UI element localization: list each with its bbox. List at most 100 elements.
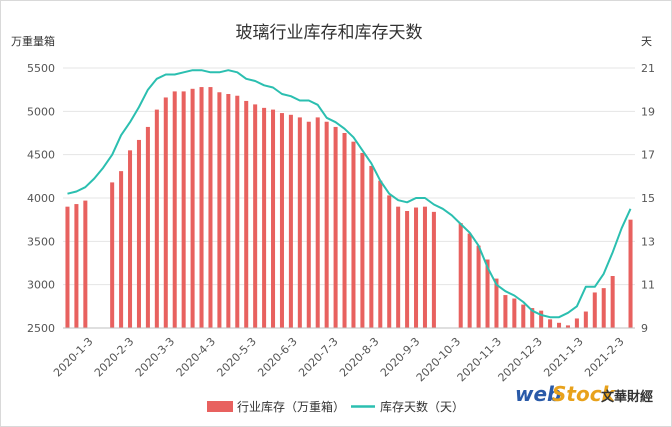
inventory-bar [208, 87, 213, 328]
inventory-bar [119, 171, 124, 328]
left-axis-ticks: 2500 3000 3500 4000 4500 5000 5500 [27, 62, 55, 335]
inventory-bar [128, 150, 133, 328]
inventory-bar [154, 109, 159, 328]
bar-series [65, 87, 633, 329]
x-tick-label: 2020-7-3 [296, 335, 341, 380]
inventory-bar [279, 113, 284, 328]
inventory-bar [110, 182, 115, 328]
x-tick-label: 2020-6-3 [255, 335, 300, 380]
inventory-bar [530, 308, 535, 328]
inventory-bar [217, 92, 222, 329]
inventory-bar [565, 325, 570, 328]
x-tick-label: 2020-3-3 [133, 335, 178, 380]
inventory-bar [297, 117, 302, 329]
inventory-bar [342, 133, 347, 328]
watermark-cn: 文華財經 [601, 389, 653, 405]
x-tick-label: 2020-2-3 [92, 335, 137, 380]
inventory-bar [574, 318, 579, 328]
inventory-bar [396, 206, 401, 328]
x-tick-label: 2021-1-3 [541, 335, 586, 380]
inventory-bar [190, 88, 195, 328]
inventory-bar [503, 295, 508, 328]
inventory-bar [262, 107, 267, 328]
inventory-bar [485, 259, 490, 328]
inventory-bar [163, 97, 168, 328]
legend: 行业库存（万重箱） 库存天数（天） [207, 399, 464, 414]
inventory-bar [592, 292, 597, 328]
right-tick-label: 13 [641, 235, 655, 248]
left-tick-label: 3000 [27, 279, 55, 292]
inventory-bar [539, 310, 544, 328]
inventory-bar [431, 211, 436, 328]
right-tick-label: 15 [641, 192, 655, 205]
inventory-bar [226, 94, 231, 328]
inventory-bar [405, 211, 410, 328]
left-axis-unit: 万重量箱 [11, 34, 55, 48]
inventory-bar [458, 223, 463, 328]
legend-line-label: 库存天数（天） [380, 399, 464, 414]
right-tick-label: 19 [641, 105, 655, 118]
left-tick-label: 5500 [27, 62, 55, 75]
inventory-bar [369, 165, 374, 328]
right-tick-label: 11 [641, 279, 655, 292]
right-axis-ticks: 9 11 13 15 17 19 21 [641, 62, 655, 335]
inventory-bar [583, 311, 588, 328]
x-axis-ticks: 2020-1-32020-2-32020-3-32020-4-32020-5-3… [51, 335, 627, 384]
inventory-bar [494, 278, 499, 328]
right-tick-label: 9 [641, 322, 648, 335]
inventory-bar [306, 121, 311, 328]
inventory-bar [244, 100, 249, 328]
inventory-bar [253, 104, 258, 329]
watermark-logo: web Stock 文華財經 [515, 382, 653, 406]
inventory-bar [199, 87, 204, 328]
inventory-bar [83, 200, 88, 328]
right-axis-unit: 天 [641, 35, 652, 48]
x-tick-label: 2020-1-3 [51, 335, 96, 380]
inventory-bar [476, 245, 481, 328]
inventory-days-line [67, 69, 632, 319]
line-series [67, 69, 632, 319]
inventory-bar [387, 195, 392, 328]
left-tick-label: 5000 [27, 105, 55, 118]
left-tick-label: 3500 [27, 235, 55, 248]
inventory-bar [512, 298, 517, 328]
inventory-bar [288, 114, 293, 328]
inventory-bar [74, 204, 79, 328]
inventory-bar [324, 121, 329, 328]
right-tick-label: 21 [641, 62, 655, 75]
watermark-web: web [515, 382, 561, 406]
x-tick-label: 2020-12-3 [496, 335, 545, 384]
x-tick-label: 2021-2-3 [582, 335, 627, 380]
legend-bar-swatch [207, 401, 233, 412]
inventory-bar [145, 126, 150, 328]
left-tick-label: 4000 [27, 192, 55, 205]
inventory-bar [181, 91, 186, 329]
x-tick-label: 2020-5-3 [214, 335, 259, 380]
watermark-stock: Stock [552, 382, 617, 406]
inventory-bar [521, 304, 526, 328]
x-tick-label: 2020-8-3 [337, 335, 382, 380]
inventory-bar [601, 288, 606, 328]
inventory-bar [548, 319, 553, 328]
inventory-bar [235, 95, 240, 328]
inventory-bar [557, 322, 562, 328]
inventory-bar [628, 219, 633, 328]
inventory-bar [610, 276, 615, 328]
inventory-bar [172, 91, 177, 329]
inventory-bar [422, 206, 427, 328]
inventory-bar [467, 233, 472, 328]
inventory-bar [351, 141, 356, 328]
inventory-bar [360, 152, 365, 328]
inventory-bar [271, 109, 276, 328]
inventory-bar [136, 139, 141, 328]
inventory-bar [315, 117, 320, 329]
inventory-bar [414, 207, 419, 328]
inventory-bar [65, 206, 70, 328]
legend-bar-label: 行业库存（万重箱） [237, 399, 345, 414]
chart-title: 玻璃行业库存和库存天数 [236, 23, 423, 43]
left-tick-label: 4500 [27, 149, 55, 162]
inventory-bar [378, 180, 383, 328]
left-tick-label: 2500 [27, 322, 55, 335]
